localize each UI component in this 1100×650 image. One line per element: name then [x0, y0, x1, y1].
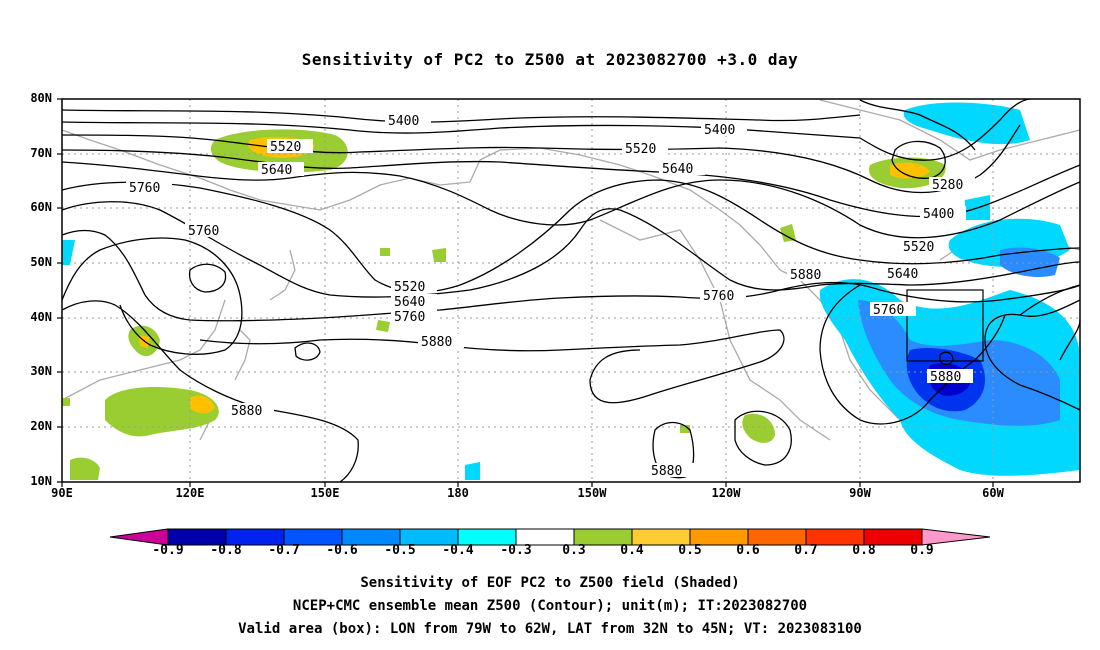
- contour-label: 5760: [873, 303, 904, 318]
- contour-label: 5880: [651, 464, 682, 479]
- contour-label: 5520: [270, 140, 301, 155]
- colorbar-label: -0.9: [152, 543, 184, 558]
- lon-label: 120E: [175, 486, 205, 500]
- grid-lines: [62, 99, 1080, 482]
- contour-label: 5880: [930, 370, 961, 385]
- colorbar-label: -0.3: [500, 543, 532, 558]
- lon-label: 90W: [849, 486, 871, 500]
- lon-label: 180: [447, 486, 469, 500]
- lat-label: 40N: [30, 310, 52, 324]
- lat-label: 50N: [30, 255, 52, 269]
- contour-label: 5640: [662, 162, 693, 177]
- contour-label: 5880: [231, 404, 262, 419]
- lat-label: 20N: [30, 419, 52, 433]
- axis-ticks: [57, 98, 994, 487]
- plot-title: Sensitivity of PC2 to Z500 at 2023082700…: [301, 50, 799, 69]
- contour-label: 5400: [923, 207, 954, 222]
- caption-valid-area: Valid area (box): LON from 79W to 62W, L…: [238, 621, 862, 637]
- lat-label: 60N: [30, 200, 52, 214]
- lon-label: 150W: [577, 486, 607, 500]
- colorbar-label: -0.4: [442, 543, 474, 558]
- valid-area-box: [906, 289, 984, 362]
- z500-contours: [61, 98, 1081, 483]
- contour-label: 5640: [394, 295, 425, 310]
- lat-label: 10N: [30, 474, 52, 488]
- lon-label: 150E: [310, 486, 340, 500]
- colorbar-label: 0.3: [562, 543, 586, 558]
- colorbar-label: 0.5: [678, 543, 702, 558]
- colorbar-label: -0.7: [268, 543, 300, 558]
- contour-label: 5280: [932, 178, 963, 193]
- colorbar-label: 0.6: [736, 543, 760, 558]
- colorbar-label: -0.6: [326, 543, 358, 558]
- contour-label: 5760: [188, 224, 219, 239]
- map-frame: [61, 98, 1081, 483]
- lat-label: 70N: [30, 146, 52, 160]
- caption-shading: Sensitivity of EOF PC2 to Z500 field (Sh…: [360, 575, 740, 591]
- contour-label: 5760: [129, 181, 160, 196]
- contour-labels: 5400 5400 5520 5520 5640 5640 5760 5760 …: [126, 113, 975, 479]
- colorbar-right-arrow: [921, 528, 991, 546]
- colorbar-label: -0.8: [210, 543, 242, 558]
- contour-label: 5400: [388, 114, 419, 129]
- colorbar-label: 0.7: [794, 543, 818, 558]
- contour-label: 5880: [790, 268, 821, 283]
- contour-label: 5760: [703, 289, 734, 304]
- lon-label: 60W: [982, 486, 1004, 500]
- lat-label: 80N: [30, 91, 52, 105]
- colorbar-label: 0.4: [620, 543, 644, 558]
- caption-contour: NCEP+CMC ensemble mean Z500 (Contour); u…: [292, 598, 808, 614]
- contour-label: 5640: [887, 267, 918, 282]
- colorbar-label: 0.9: [910, 543, 934, 558]
- colorbar-label: 0.8: [852, 543, 876, 558]
- contour-label: 5520: [903, 240, 934, 255]
- contour-label: 5880: [421, 335, 452, 350]
- colorbar-label: -0.5: [384, 543, 416, 558]
- colorbar: [109, 528, 991, 546]
- lon-label: 120W: [711, 486, 741, 500]
- lat-label: 30N: [30, 364, 52, 378]
- contour-label: 5520: [625, 142, 656, 157]
- contour-label: 5400: [704, 123, 735, 138]
- contour-label: 5760: [394, 310, 425, 325]
- contour-label: 5640: [261, 163, 292, 178]
- lon-label: 90E: [51, 486, 73, 500]
- contour-label: 5520: [394, 280, 425, 295]
